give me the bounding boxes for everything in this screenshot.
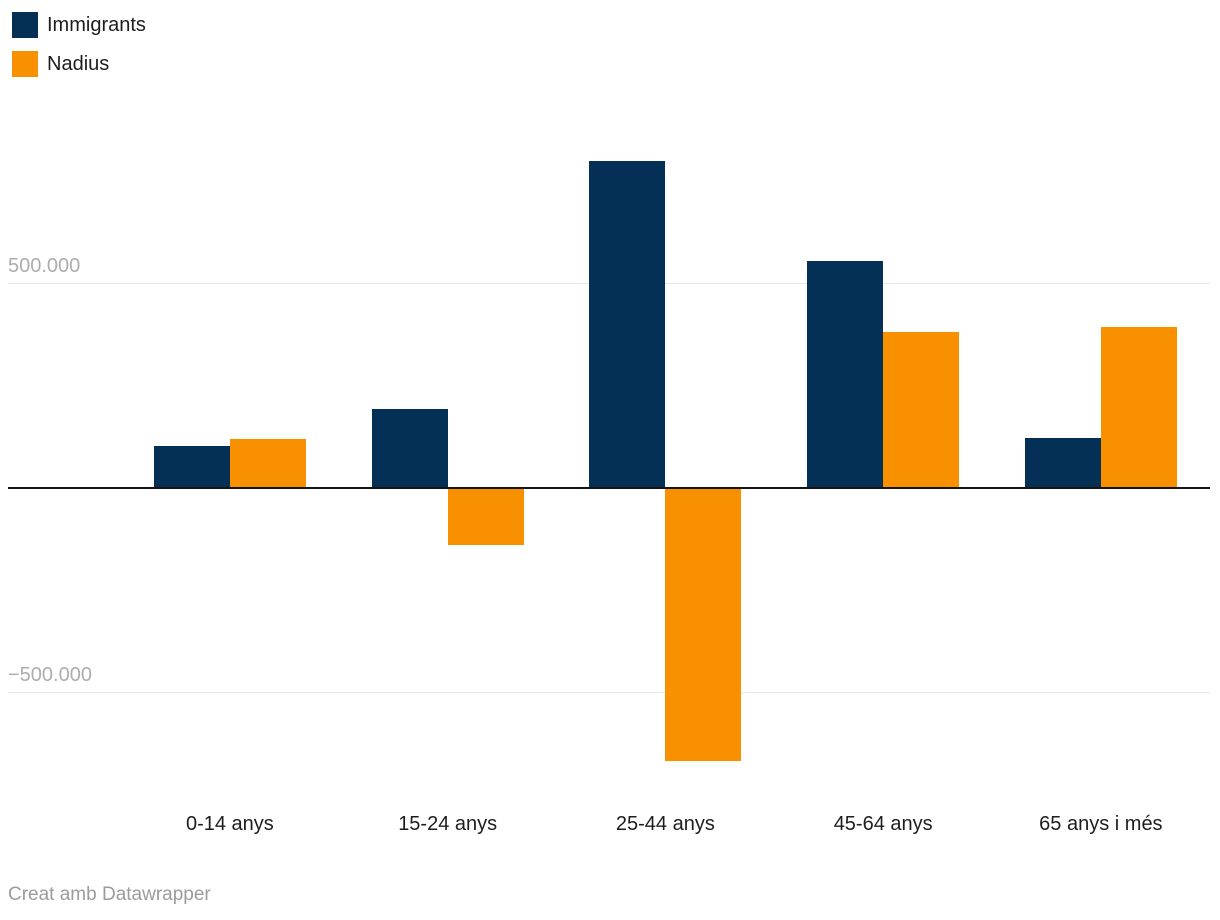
bar-nadius-0-14-anys[interactable]: [229, 438, 306, 488]
bar-nadius-15-24-anys[interactable]: [447, 487, 524, 546]
x-axis-label-25-44-anys: 25-44 anys: [615, 813, 715, 835]
legend-item-immigrants: Immigrants: [12, 12, 146, 38]
x-axis-label-65-anys-i-m-s: 65 anys i més: [1039, 813, 1163, 835]
legend-label: Nadius: [47, 53, 110, 75]
legend-swatch-icon: [12, 51, 38, 77]
bar-nadius-25-44-anys[interactable]: [665, 487, 742, 762]
legend-label: Immigrants: [47, 14, 146, 36]
legend: Immigrants Nadius: [12, 12, 146, 77]
x-axis-label-0-14-anys: 0-14 anys: [185, 813, 274, 835]
x-axis-label-15-24-anys: 15-24 anys: [398, 813, 498, 835]
gridline--500000: [8, 692, 1210, 693]
legend-swatch-icon: [12, 12, 38, 38]
bar-nadius-45-64-anys[interactable]: [883, 332, 960, 488]
y-tick-label: 500.000: [8, 255, 81, 277]
legend-item-nadius: Nadius: [12, 51, 146, 77]
bar-nadius-65-anys-i-m-s[interactable]: [1100, 327, 1177, 488]
zero-baseline: [8, 487, 1210, 489]
datawrapper-credit-link[interactable]: Creat amb Datawrapper: [8, 884, 211, 905]
bar-immigrants-0-14-anys[interactable]: [153, 446, 230, 488]
x-axis-label-45-64-anys: 45-64 anys: [833, 813, 933, 835]
bar-immigrants-25-44-anys[interactable]: [589, 160, 666, 488]
y-tick-label: −500.000: [8, 664, 92, 686]
bar-immigrants-15-24-anys[interactable]: [371, 409, 448, 488]
bar-immigrants-45-64-anys[interactable]: [807, 260, 884, 488]
bar-immigrants-65-anys-i-m-s[interactable]: [1024, 438, 1101, 488]
